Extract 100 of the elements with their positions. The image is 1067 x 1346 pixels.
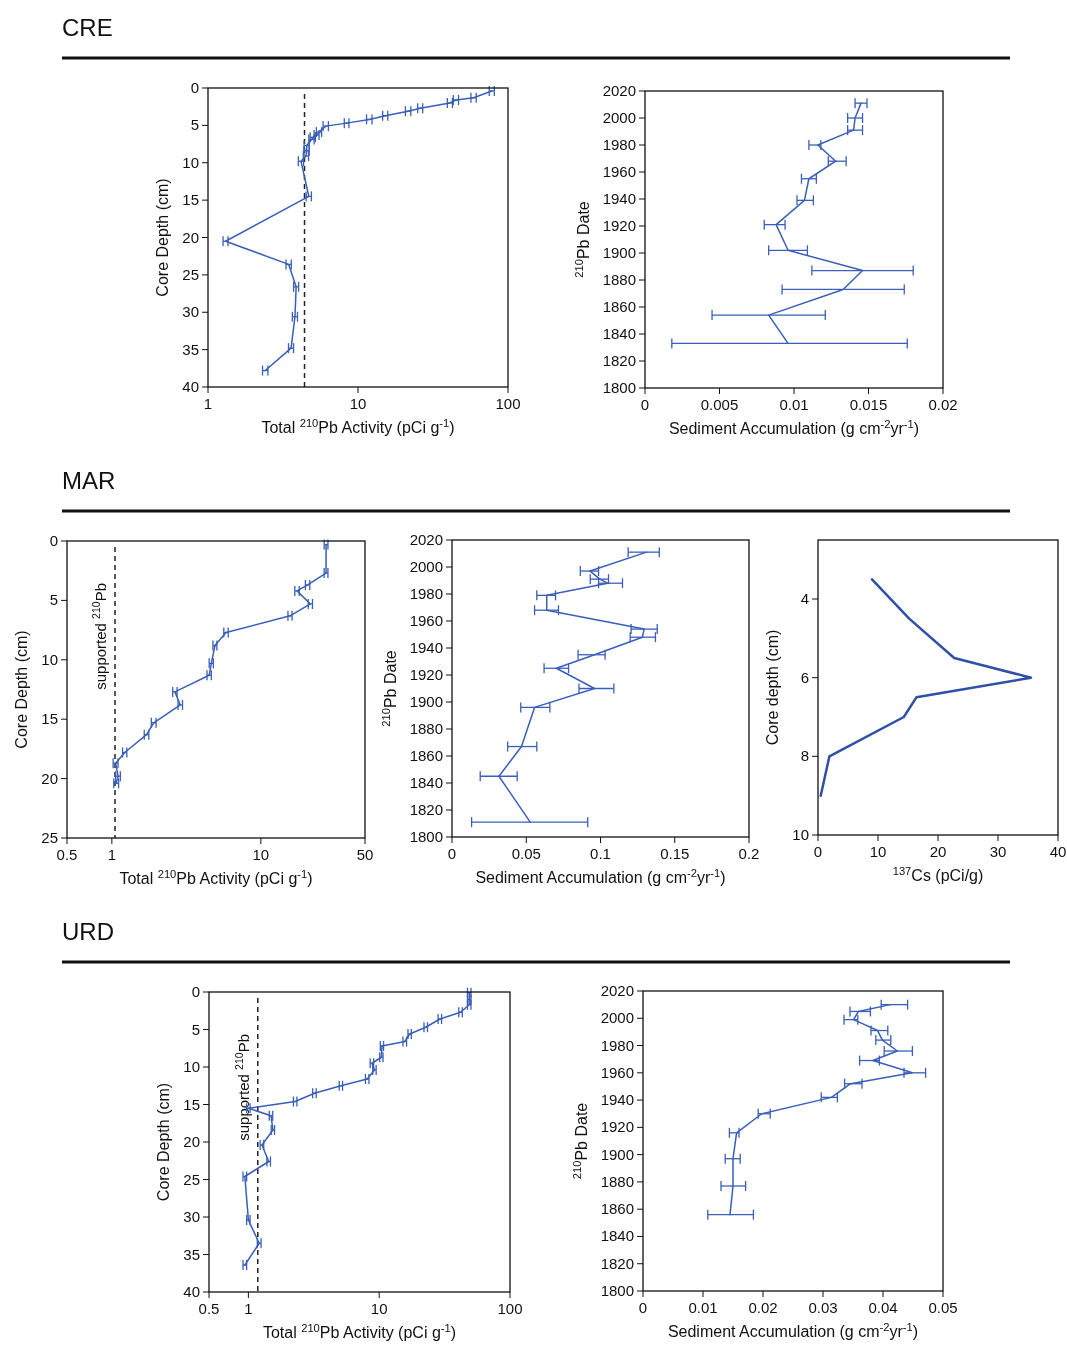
y-tick-label: 5 — [190, 116, 199, 134]
x-tick-label: 0.02 — [928, 396, 958, 413]
y-tick-label: 1860 — [409, 747, 443, 764]
y-tick-label: 1840 — [409, 774, 443, 791]
y-tick-label: 15 — [182, 191, 199, 209]
x-tick-label: 0.5 — [198, 1300, 220, 1317]
y-tick-label: 1940 — [600, 1091, 634, 1109]
y-axis-title: Core depth (cm) — [764, 629, 781, 746]
x-tick-label: 0.04 — [868, 1299, 898, 1316]
y-tick-label: 1920 — [409, 666, 443, 683]
y-tick-label: 1820 — [600, 1254, 634, 1272]
y-tick-label: 1880 — [600, 1172, 634, 1190]
x-tick-label: 10 — [252, 846, 270, 863]
y-tick-label: 1840 — [602, 325, 636, 342]
x-tick-label: 1 — [244, 1300, 253, 1317]
x-tick-label: 100 — [495, 395, 521, 412]
x-tick-label: 0.05 — [928, 1299, 958, 1316]
x-tick-label: 1 — [107, 846, 117, 863]
y-tick-label: 1960 — [409, 612, 443, 629]
y-tick-label: 0 — [49, 532, 58, 549]
y-tick-label: 1840 — [600, 1227, 634, 1245]
y-tick-label: 2000 — [602, 109, 636, 126]
y-tick-label: 1880 — [602, 271, 636, 288]
y-tick-label: 20 — [183, 1133, 200, 1150]
chart-title: URD — [62, 918, 114, 945]
y-tick-label: 5 — [191, 1020, 200, 1038]
y-tick-label: 25 — [183, 1170, 200, 1188]
y-tick-label: 2020 — [409, 531, 443, 548]
y-tick-label: 35 — [183, 1245, 200, 1263]
y-tick-label: 5 — [49, 591, 58, 609]
y-tick-label: 10 — [41, 650, 58, 668]
x-tick-label: 30 — [989, 843, 1007, 860]
y-tick-label: 30 — [182, 303, 199, 321]
y-tick-label: 10 — [792, 826, 809, 843]
y-tick-label: 2000 — [409, 558, 443, 575]
y-tick-label: 1900 — [602, 244, 636, 261]
x-tick-label: 100 — [497, 1300, 523, 1317]
y-axis-title: Core Depth (cm) — [13, 630, 30, 749]
x-tick-label: 0.005 — [700, 396, 739, 413]
x-tick-label: 0.1 — [590, 845, 611, 862]
y-tick-label: 1900 — [600, 1145, 634, 1163]
y-tick-label: 1960 — [600, 1063, 634, 1081]
y-axis-title: Core Depth (cm) — [155, 1082, 172, 1202]
y-tick-label: 10 — [182, 153, 199, 171]
y-tick-label: 1800 — [600, 1282, 634, 1299]
y-tick-label: 1800 — [602, 379, 636, 396]
y-tick-label: 2020 — [600, 982, 634, 999]
x-tick-label: 0 — [640, 396, 650, 413]
y-tick-label: 0 — [190, 79, 199, 96]
x-axis-title: $^{137}$Cs (pCi/g) — [892, 865, 984, 884]
y-tick-label: 30 — [183, 1208, 200, 1225]
y-tick-label: 1940 — [602, 190, 636, 207]
x-tick-label: 0.05 — [511, 845, 541, 862]
x-tick-label: 0 — [638, 1299, 648, 1316]
y-tick-label: 1980 — [409, 585, 443, 602]
x-axis-title: Total $^{210}$Pb Activity (pCi g$^{-1}$) — [262, 1322, 457, 1341]
x-axis-title: Sediment Accumulation (g cm$^{-2}$yr$^{-1}$) — [668, 418, 920, 437]
x-axis-title: Total $^{210}$Pb Activity (pCi g$^{-1}$) — [261, 417, 455, 436]
x-tick-label: 10 — [370, 1300, 388, 1317]
x-tick-label: 10 — [349, 395, 367, 412]
y-tick-label: 20 — [41, 769, 58, 787]
x-tick-label: 0.2 — [738, 845, 760, 862]
y-tick-label: 1920 — [602, 217, 636, 234]
x-tick-label: 1 — [203, 395, 213, 412]
y-tick-label: 1940 — [409, 639, 443, 656]
x-tick-label: 50 — [356, 846, 374, 863]
x-tick-label: 0.5 — [56, 846, 78, 863]
y-tick-label: 8 — [800, 747, 809, 765]
y-tick-label: 1880 — [409, 720, 443, 737]
y-tick-label: 6 — [800, 668, 809, 686]
x-tick-label: 0.03 — [808, 1299, 838, 1316]
x-tick-label: 0.15 — [660, 845, 690, 862]
x-axis-title: Total $^{210}$Pb Activity (pCi g$^{-1}$) — [119, 868, 313, 887]
x-tick-label: 40 — [1049, 843, 1067, 860]
y-tick-label: 10 — [183, 1058, 200, 1075]
y-tick-label: 1980 — [600, 1036, 634, 1054]
line-series — [819, 578, 1033, 797]
y-tick-label: 1960 — [602, 163, 636, 180]
y-tick-label: 4 — [800, 590, 809, 607]
y-tick-label: 15 — [41, 710, 58, 728]
y-tick-label: 1820 — [409, 801, 443, 818]
y-axis-title: Core Depth (cm) — [154, 178, 171, 297]
y-tick-label: 0 — [191, 983, 200, 1000]
y-tick-label: 2000 — [600, 1009, 634, 1027]
y-tick-label: 1920 — [600, 1118, 634, 1136]
x-axis-title: Sediment Accumulation (g cm$^{-2}$yr$^{-1}$) — [667, 1321, 919, 1340]
y-tick-label: 1860 — [600, 1200, 634, 1218]
y-tick-label: 1800 — [409, 828, 443, 845]
x-tick-label: 10 — [869, 843, 887, 860]
x-tick-label: 0.02 — [748, 1299, 778, 1316]
y-tick-label: 40 — [182, 378, 199, 395]
chart-title: CRE — [62, 14, 113, 41]
x-tick-label: 0.015 — [849, 396, 888, 413]
y-tick-label: 1820 — [602, 352, 636, 369]
y-tick-label: 15 — [183, 1095, 200, 1113]
chart-title: MAR — [62, 467, 116, 494]
y-tick-label: 1980 — [602, 136, 636, 153]
x-axis-title: Sediment Accumulation (g cm$^{-2}$yr$^{-1}$) — [475, 867, 726, 886]
y-tick-label: 25 — [182, 265, 199, 283]
y-tick-label: 40 — [183, 1283, 200, 1300]
